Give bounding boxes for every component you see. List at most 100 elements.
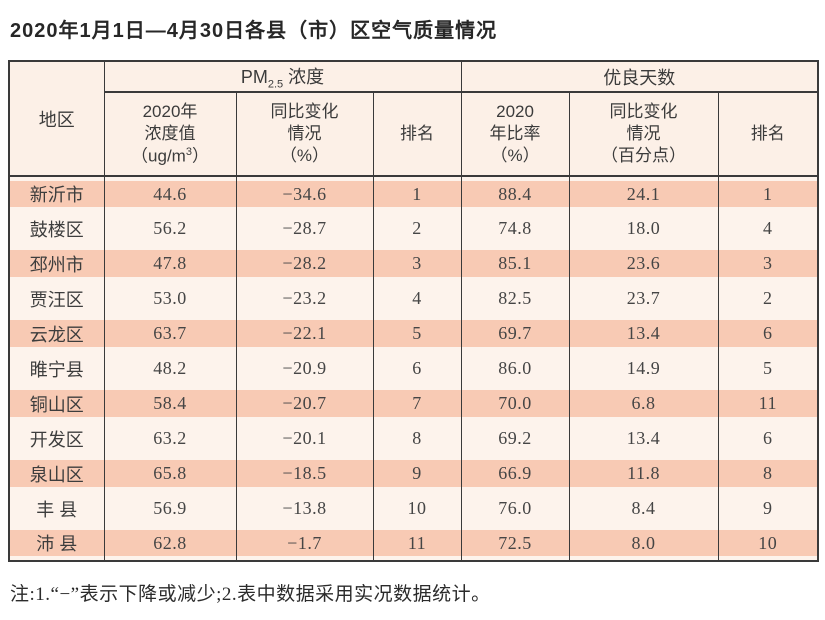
unit-text: （ug/m (131, 146, 186, 166)
rate-cell: 69.2 (460, 421, 570, 456)
rate-cell: 70.0 (460, 386, 570, 421)
table-body: 新沂市 44.6 −34.6 1 88.4 24.1 1 鼓楼区 56.2 −2… (8, 176, 819, 561)
pm-value-cell: 56.9 (103, 491, 237, 526)
rate-yoy-cell: 18.0 (568, 211, 719, 246)
rate-cell: 76.0 (460, 491, 570, 526)
pm-value-cell: 65.8 (103, 456, 237, 491)
pm-yoy-cell: −18.5 (235, 456, 374, 491)
pm-value-cell: 56.2 (103, 211, 237, 246)
region-cell: 开发区 (8, 421, 105, 456)
header-unit: （ug/m3） (105, 145, 236, 168)
header-line: 年比率 (489, 123, 541, 143)
rate-rank-cell: 8 (717, 456, 819, 491)
col-group-pm25: PM2.5 浓度 (103, 61, 462, 93)
rate-rank-cell: 6 (717, 316, 819, 351)
rate-yoy-cell: 13.4 (568, 421, 719, 456)
region-cell: 泉山区 (8, 456, 105, 491)
pm-yoy-cell: −20.9 (235, 351, 374, 386)
header-line: 2020 (496, 101, 534, 121)
col-header-region: 地区 (8, 61, 105, 177)
pm-yoy-cell: −22.1 (235, 316, 374, 351)
col-header-pm-yoy: 同比变化 情况 （%） (235, 92, 374, 177)
pm-rank-cell: 8 (372, 421, 462, 456)
pm25-label-suffix: 浓度 (283, 66, 325, 87)
rate-rank-cell: 3 (717, 246, 819, 281)
rate-rank-cell: 4 (717, 211, 819, 246)
unit-text: ） (191, 146, 209, 166)
pm-rank-cell: 3 (372, 246, 462, 281)
rate-yoy-cell: 24.1 (568, 176, 719, 211)
header-line: 2020年 (142, 101, 198, 121)
table-row: 铜山区 58.4 −20.7 7 70.0 6.8 11 (8, 386, 819, 421)
rate-rank-cell: 10 (717, 526, 819, 561)
table-row: 云龙区 63.7 −22.1 5 69.7 13.4 6 (8, 316, 819, 351)
region-cell: 铜山区 (8, 386, 105, 421)
header-group-row: 地区 PM2.5 浓度 优良天数 (8, 61, 819, 177)
footnote: 注:1.“−”表示下降或减少;2.表中数据采用实况数据统计。 (10, 584, 491, 605)
col-header-rate-rank: 排名 (717, 92, 819, 177)
header-line: 情况 (626, 123, 661, 143)
pm-value-cell: 47.8 (103, 246, 237, 281)
header-line: 同比变化 (609, 101, 678, 121)
pm-rank-cell: 6 (372, 351, 462, 386)
rate-cell: 66.9 (460, 456, 570, 491)
region-cell: 贾汪区 (8, 281, 105, 316)
rate-yoy-cell: 8.0 (568, 526, 719, 561)
pm-yoy-cell: −20.1 (235, 421, 374, 456)
rate-cell: 72.5 (460, 526, 570, 561)
pm-rank-cell: 1 (372, 176, 462, 211)
pm25-subscript: 2.5 (267, 78, 284, 91)
rate-rank-cell: 6 (717, 421, 819, 456)
rate-yoy-cell: 14.9 (568, 351, 719, 386)
table-row: 邳州市 47.8 −28.2 3 85.1 23.6 3 (8, 246, 819, 281)
air-quality-table: 地区 PM2.5 浓度 优良天数 2020年 浓度值 （ug/m3） 同比变化 … (8, 60, 820, 562)
rate-rank-cell: 1 (717, 176, 819, 211)
pm-value-cell: 62.8 (103, 526, 237, 561)
pm-yoy-cell: −20.7 (235, 386, 374, 421)
table-row: 鼓楼区 56.2 −28.7 2 74.8 18.0 4 (8, 211, 819, 246)
pm-value-cell: 53.0 (103, 281, 237, 316)
pm-yoy-cell: −13.8 (235, 491, 374, 526)
col-group-good-days: 优良天数 (460, 61, 819, 93)
pm-yoy-cell: −28.2 (235, 246, 374, 281)
table-row: 开发区 63.2 −20.1 8 69.2 13.4 6 (8, 421, 819, 456)
table-row: 泉山区 65.8 −18.5 9 66.9 11.8 8 (8, 456, 819, 491)
rate-yoy-cell: 6.8 (568, 386, 719, 421)
pm-rank-cell: 9 (372, 456, 462, 491)
rate-cell: 86.0 (460, 351, 570, 386)
rate-cell: 82.5 (460, 281, 570, 316)
header-line: 情况 (287, 123, 322, 143)
unit-superscript: 3 (185, 145, 192, 158)
pm-yoy-cell: −1.7 (235, 526, 374, 561)
rate-cell: 88.4 (460, 176, 570, 211)
pm-value-cell: 63.2 (103, 421, 237, 456)
rate-rank-cell: 11 (717, 386, 819, 421)
rate-yoy-cell: 11.8 (568, 456, 719, 491)
region-cell: 鼓楼区 (8, 211, 105, 246)
pm-yoy-cell: −28.7 (235, 211, 374, 246)
pm-rank-cell: 4 (372, 281, 462, 316)
region-cell: 睢宁县 (8, 351, 105, 386)
header-line: 浓度值 (144, 123, 196, 143)
col-header-pm-value: 2020年 浓度值 （ug/m3） (103, 92, 237, 177)
rate-cell: 74.8 (460, 211, 570, 246)
rate-rank-cell: 2 (717, 281, 819, 316)
rate-yoy-cell: 23.7 (568, 281, 719, 316)
pm25-label: PM (240, 66, 268, 87)
pm-value-cell: 48.2 (103, 351, 237, 386)
pm-yoy-cell: −23.2 (235, 281, 374, 316)
region-cell: 新沂市 (8, 176, 105, 211)
pm-rank-cell: 2 (372, 211, 462, 246)
pm-rank-cell: 10 (372, 491, 462, 526)
region-cell: 邳州市 (8, 246, 105, 281)
rate-yoy-cell: 13.4 (568, 316, 719, 351)
rate-rank-cell: 5 (717, 351, 819, 386)
header-sub-row: 2020年 浓度值 （ug/m3） 同比变化 情况 （%） 排名 2020 年比… (9, 92, 819, 177)
region-cell: 丰 县 (8, 491, 105, 526)
rate-yoy-cell: 23.6 (568, 246, 719, 281)
col-header-rate-yoy: 同比变化 情况 （百分点） (568, 92, 719, 177)
pm-rank-cell: 5 (372, 316, 462, 351)
header-line: （%） (490, 146, 540, 166)
rate-yoy-cell: 8.4 (568, 491, 719, 526)
pm-value-cell: 63.7 (103, 316, 237, 351)
